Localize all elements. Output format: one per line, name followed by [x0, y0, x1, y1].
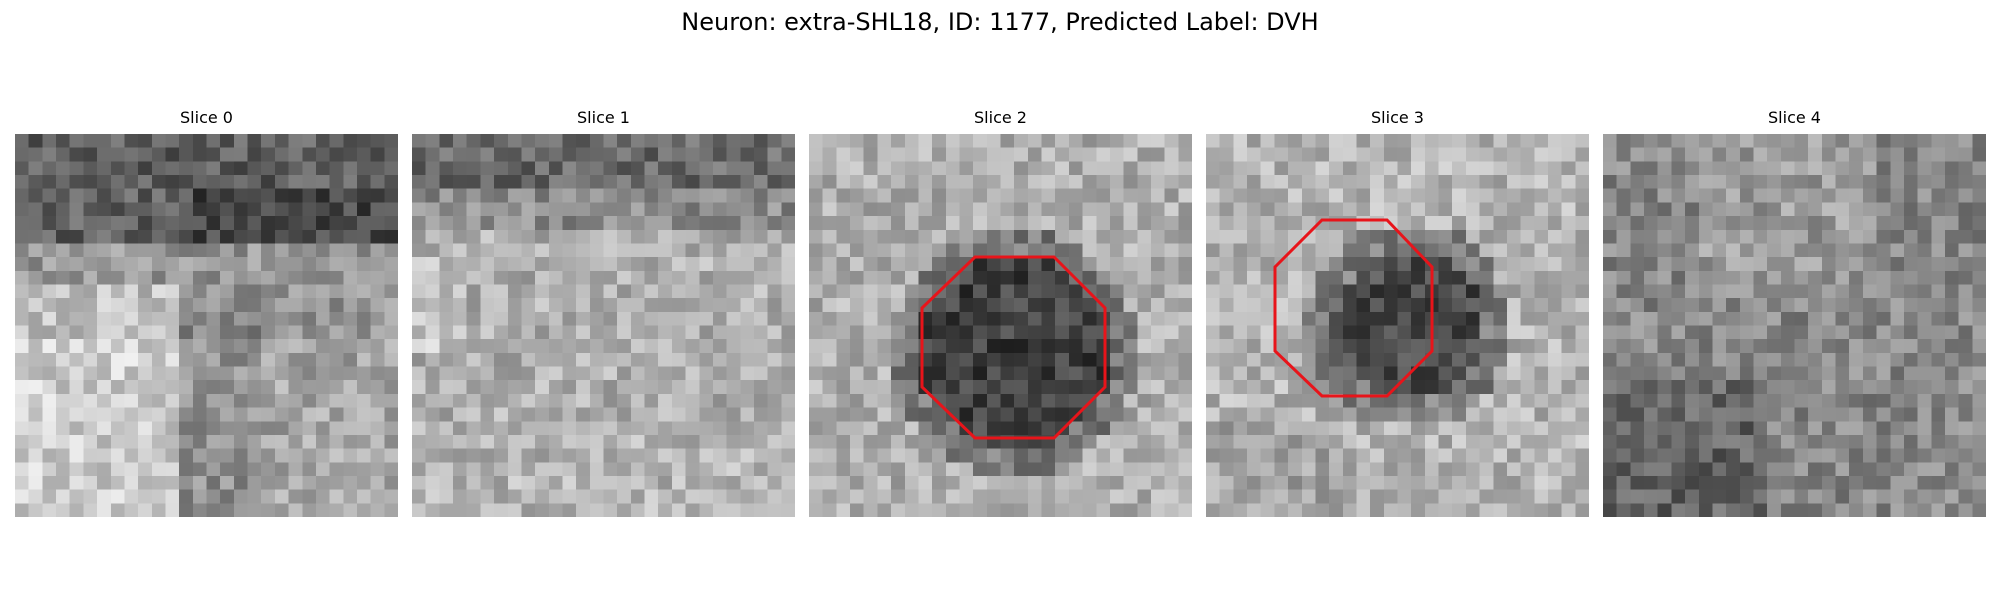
slice-panel-0: Slice 0: [15, 108, 398, 517]
slice-title: Slice 2: [974, 108, 1027, 127]
slice-panel-4: Slice 4: [1603, 108, 1986, 517]
grayscale-slice: [809, 134, 1192, 517]
figure-title: Neuron: extra-SHL18, ID: 1177, Predicted…: [681, 8, 1319, 36]
slice-image: [412, 134, 795, 517]
slice-title: Slice 3: [1371, 108, 1424, 127]
grayscale-slice: [1603, 134, 1986, 517]
grayscale-slice: [1206, 134, 1589, 517]
roi-octagon: [1273, 218, 1434, 398]
slice-panel-2: Slice 2: [809, 108, 1192, 517]
slice-image: [809, 134, 1192, 517]
slice-image: [1206, 134, 1589, 517]
grayscale-slice: [412, 134, 795, 517]
slice-title: Slice 4: [1768, 108, 1821, 127]
slice-panel-3: Slice 3: [1206, 108, 1589, 517]
slice-image: [1603, 134, 1986, 517]
grayscale-slice: [15, 134, 398, 517]
slice-image: [15, 134, 398, 517]
roi-octagon: [920, 255, 1107, 440]
slice-title: Slice 1: [577, 108, 630, 127]
slice-title: Slice 0: [180, 108, 233, 127]
slice-panel-1: Slice 1: [412, 108, 795, 517]
